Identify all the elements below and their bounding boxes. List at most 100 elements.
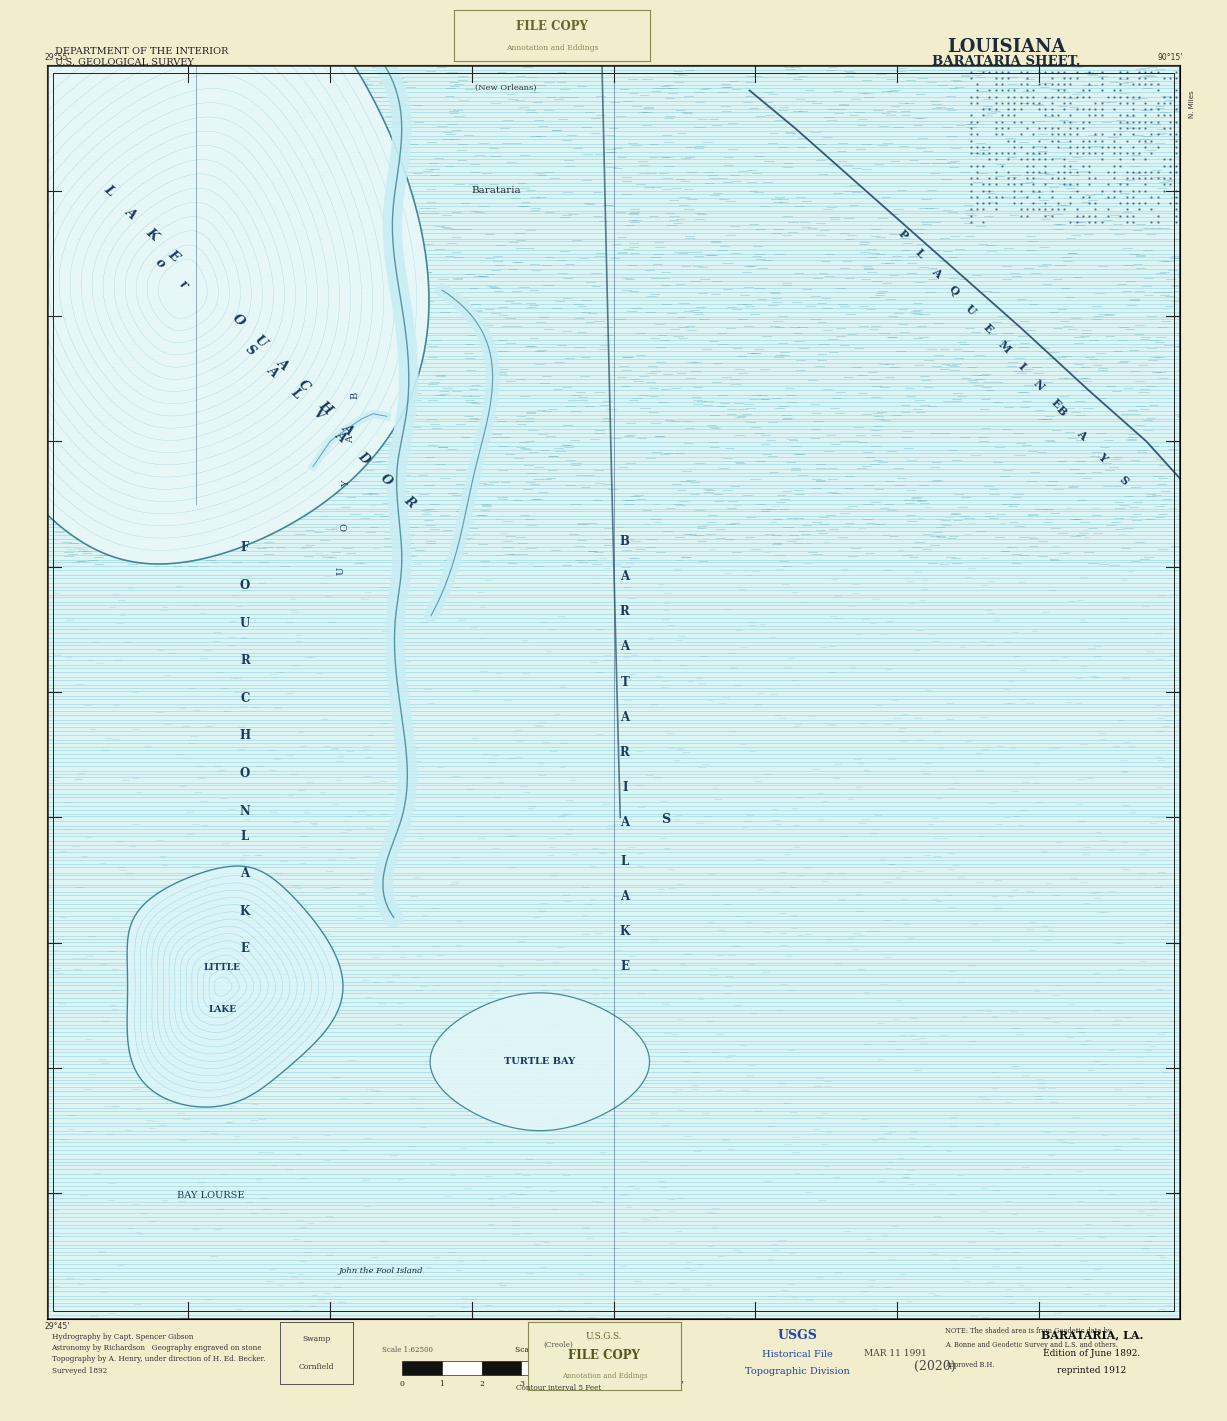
Text: E: E xyxy=(166,247,182,264)
Text: MAR 11 1991: MAR 11 1991 xyxy=(864,1349,928,1357)
Text: U: U xyxy=(240,617,250,630)
Text: A: A xyxy=(265,364,281,379)
Text: Approved B.H.: Approved B.H. xyxy=(945,1361,994,1368)
Text: K: K xyxy=(144,226,161,243)
Text: A: A xyxy=(1075,428,1090,441)
Text: 6: 6 xyxy=(639,1380,643,1388)
Text: 3: 3 xyxy=(519,1380,524,1388)
Text: Hydrography by Capt. Spencer Gibson: Hydrography by Capt. Spencer Gibson xyxy=(52,1333,193,1340)
Bar xyxy=(640,1361,681,1376)
Text: F: F xyxy=(240,541,249,554)
Text: C: C xyxy=(240,692,250,705)
Bar xyxy=(481,1361,521,1376)
Text: A: A xyxy=(334,429,350,445)
Text: Topographic Division: Topographic Division xyxy=(745,1367,850,1376)
Text: Annotation and Eddings: Annotation and Eddings xyxy=(506,44,599,53)
Text: BAY LOURSE: BAY LOURSE xyxy=(177,1191,244,1201)
Text: V: V xyxy=(310,406,326,423)
Text: 90°15': 90°15' xyxy=(1157,53,1183,61)
Text: N: N xyxy=(239,804,250,817)
Text: FILE COPY: FILE COPY xyxy=(517,20,588,33)
Text: Scale 1:62500: Scale 1:62500 xyxy=(382,1346,433,1354)
Text: U.S.G.S.: U.S.G.S. xyxy=(587,1331,622,1341)
Text: A: A xyxy=(346,436,355,443)
Text: A: A xyxy=(240,867,249,880)
Text: O: O xyxy=(240,767,250,780)
Bar xyxy=(401,1361,442,1376)
Text: reprinted 1912: reprinted 1912 xyxy=(1058,1366,1126,1374)
Text: Scale of Miles: Scale of Miles xyxy=(514,1346,568,1354)
Text: Y: Y xyxy=(342,480,352,487)
Bar xyxy=(601,1361,640,1376)
Text: Annotation and Eddings: Annotation and Eddings xyxy=(562,1373,647,1380)
Text: O: O xyxy=(231,313,248,330)
Text: 0: 0 xyxy=(400,1380,404,1388)
Text: Edition of June 1892.: Edition of June 1892. xyxy=(1043,1349,1141,1357)
Text: L: L xyxy=(288,385,303,401)
Text: B: B xyxy=(1054,404,1069,419)
Text: S: S xyxy=(1117,473,1130,487)
Text: N: N xyxy=(1031,378,1047,392)
Text: TURTLE BAY: TURTLE BAY xyxy=(504,1057,575,1066)
Text: S: S xyxy=(243,342,259,358)
Text: A: A xyxy=(621,710,629,723)
Text: USGS: USGS xyxy=(778,1329,817,1341)
Text: 5: 5 xyxy=(599,1380,604,1388)
Text: Topography by A. Henry, under direction of H. Ed. Becker.: Topography by A. Henry, under direction … xyxy=(52,1356,265,1363)
Text: B: B xyxy=(620,536,629,549)
Text: Cornfield: Cornfield xyxy=(299,1363,334,1370)
Text: Astronomy by Richardson   Geography engraved on stone: Astronomy by Richardson Geography engrav… xyxy=(52,1344,263,1351)
Text: BARATARIA, LA.: BARATARIA, LA. xyxy=(1040,1330,1144,1340)
Text: Historical File: Historical File xyxy=(762,1350,833,1358)
Text: O: O xyxy=(240,578,250,593)
Text: L: L xyxy=(101,183,117,199)
Text: A: A xyxy=(621,890,629,902)
Text: Contour interval 5 Feet: Contour interval 5 Feet xyxy=(515,1384,601,1391)
Text: U: U xyxy=(252,334,269,351)
PathPatch shape xyxy=(431,993,649,1131)
Text: M: M xyxy=(996,340,1014,355)
Text: H: H xyxy=(239,729,250,742)
Text: R: R xyxy=(620,605,629,618)
Text: L: L xyxy=(240,830,249,843)
Text: BARATARIA SHEET.: BARATARIA SHEET. xyxy=(931,54,1081,68)
Text: 29°55': 29°55' xyxy=(44,53,70,61)
Text: (Creole): (Creole) xyxy=(544,1341,573,1349)
Text: A: A xyxy=(621,570,629,583)
PathPatch shape xyxy=(0,0,429,564)
Text: E: E xyxy=(240,942,249,955)
Text: N. Miles: N. Miles xyxy=(1189,91,1195,118)
Text: O: O xyxy=(378,472,395,489)
Text: R: R xyxy=(240,654,250,668)
Bar xyxy=(561,1361,601,1376)
Text: o: o xyxy=(152,256,167,271)
Text: 7: 7 xyxy=(679,1380,683,1388)
Text: r: r xyxy=(175,279,189,293)
Text: (New Orleans): (New Orleans) xyxy=(475,84,536,92)
Text: E: E xyxy=(1049,396,1063,411)
Text: T: T xyxy=(621,675,629,689)
Text: R: R xyxy=(401,493,417,510)
Text: John the Fool Island: John the Fool Island xyxy=(339,1268,423,1275)
Text: NOTE: The shaded area is from Geodetic data by: NOTE: The shaded area is from Geodetic d… xyxy=(945,1327,1112,1334)
Text: E: E xyxy=(621,961,629,973)
Text: LAKE: LAKE xyxy=(209,1005,237,1013)
Text: A: A xyxy=(339,421,356,438)
Text: H: H xyxy=(317,398,335,416)
Text: 29°45': 29°45' xyxy=(44,1323,70,1331)
Bar xyxy=(521,1361,561,1376)
Bar xyxy=(681,1361,720,1376)
Text: I: I xyxy=(1016,361,1027,372)
Text: R: R xyxy=(620,746,629,759)
Text: FILE COPY: FILE COPY xyxy=(568,1349,640,1363)
Text: P: P xyxy=(896,227,909,242)
Text: DEPARTMENT OF THE INTERIOR: DEPARTMENT OF THE INTERIOR xyxy=(55,47,228,55)
PathPatch shape xyxy=(128,865,344,1107)
Text: Y: Y xyxy=(1096,450,1109,463)
Text: U: U xyxy=(337,567,346,576)
Text: A: A xyxy=(621,641,629,654)
Text: A: A xyxy=(621,816,629,828)
Text: (2020): (2020) xyxy=(914,1360,956,1373)
Text: L: L xyxy=(913,247,926,260)
Text: Barataria: Barataria xyxy=(471,186,521,195)
